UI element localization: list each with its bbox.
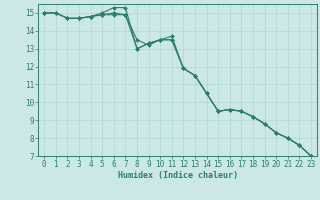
X-axis label: Humidex (Indice chaleur): Humidex (Indice chaleur) — [118, 171, 238, 180]
